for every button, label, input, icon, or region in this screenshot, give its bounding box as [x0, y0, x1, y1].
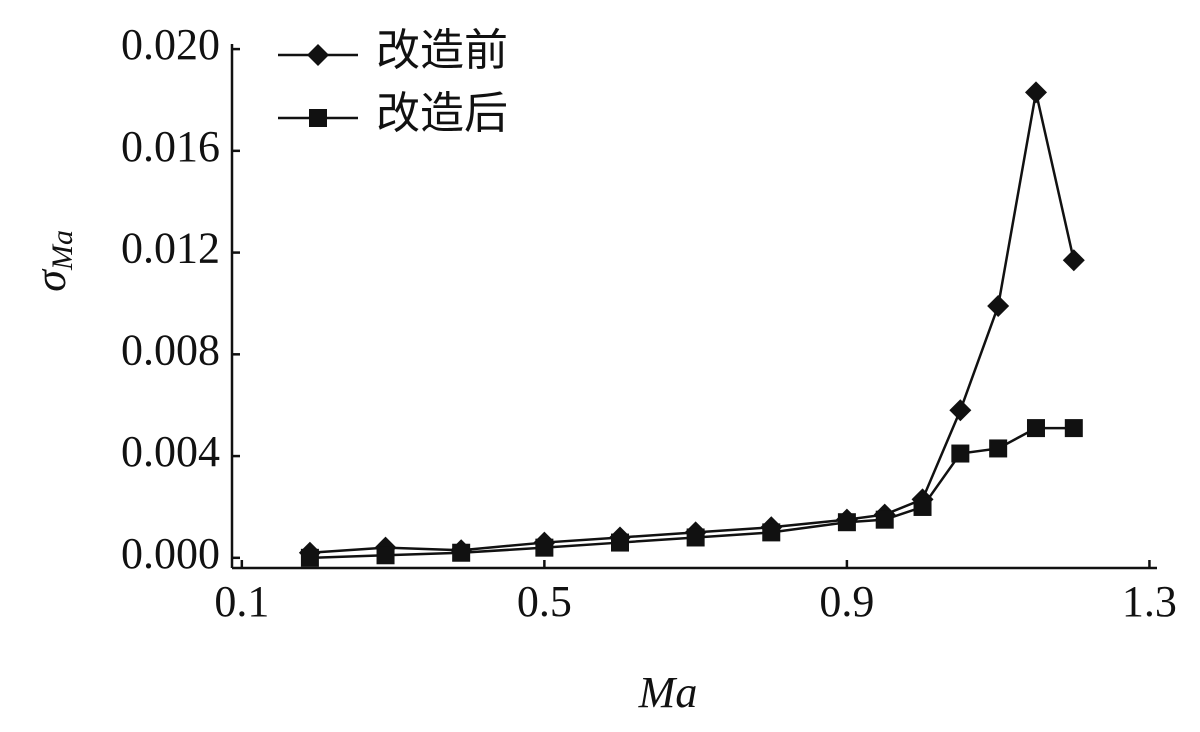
data-point	[987, 295, 1010, 317]
y-tick-label: 0.020	[121, 20, 220, 69]
data-point	[452, 543, 471, 562]
y-axis-subscript: Ma	[46, 230, 79, 271]
data-point	[949, 399, 972, 422]
legend-marker	[307, 44, 329, 66]
data-point	[300, 548, 319, 567]
data-point	[762, 523, 781, 542]
data-point	[1024, 81, 1047, 104]
x-tick-label: 0.5	[517, 577, 572, 626]
data-point	[376, 546, 395, 565]
data-point	[1062, 249, 1085, 272]
y-tick-label: 0.012	[121, 224, 220, 273]
x-tick-label: 0.9	[819, 577, 874, 626]
legend-label: 改造后	[376, 89, 508, 138]
legend-label: 改造前	[376, 26, 508, 75]
x-tick-label: 1.3	[1122, 577, 1177, 626]
y-tick-label: 0.004	[121, 427, 220, 476]
data-point	[913, 497, 932, 516]
data-point	[535, 538, 554, 557]
data-point	[1026, 419, 1045, 438]
data-point	[875, 510, 894, 529]
data-point	[686, 528, 705, 547]
data-point	[837, 513, 856, 532]
x-axis-label: Ma	[638, 668, 698, 717]
y-axis-label: σ Ma	[26, 230, 79, 292]
y-axis-symbol: σ	[26, 268, 75, 292]
data-point	[951, 444, 970, 463]
data-point	[611, 533, 630, 552]
series-line	[309, 92, 1076, 554]
data-point	[1064, 419, 1083, 438]
y-tick-label: 0.000	[121, 529, 220, 578]
y-tick-label: 0.016	[121, 122, 220, 171]
y-tick-label: 0.008	[121, 325, 220, 374]
legend-marker	[309, 109, 327, 127]
data-point	[989, 439, 1008, 458]
x-tick-label: 0.1	[214, 577, 269, 626]
